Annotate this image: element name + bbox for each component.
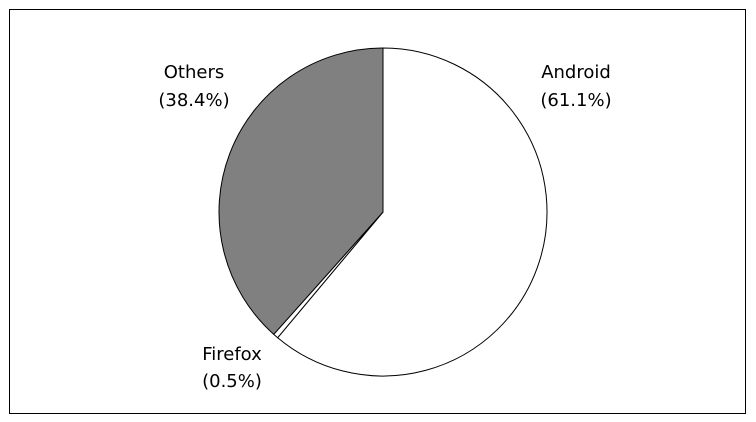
slice-value-firefox: (0.5%) bbox=[202, 371, 262, 392]
slice-label-firefox: Firefox bbox=[202, 344, 262, 365]
slice-android bbox=[277, 47, 548, 377]
slice-label-others: Others bbox=[164, 62, 225, 83]
slice-value-android: (61.1%) bbox=[540, 90, 611, 111]
slice-labels: Android (61.1%) Firefox (0.5%) Others (3… bbox=[158, 62, 611, 392]
slice-value-others: (38.4%) bbox=[158, 90, 229, 111]
slice-label-android: Android bbox=[541, 62, 611, 83]
pie-slices bbox=[218, 47, 548, 377]
slice-others bbox=[218, 47, 384, 335]
